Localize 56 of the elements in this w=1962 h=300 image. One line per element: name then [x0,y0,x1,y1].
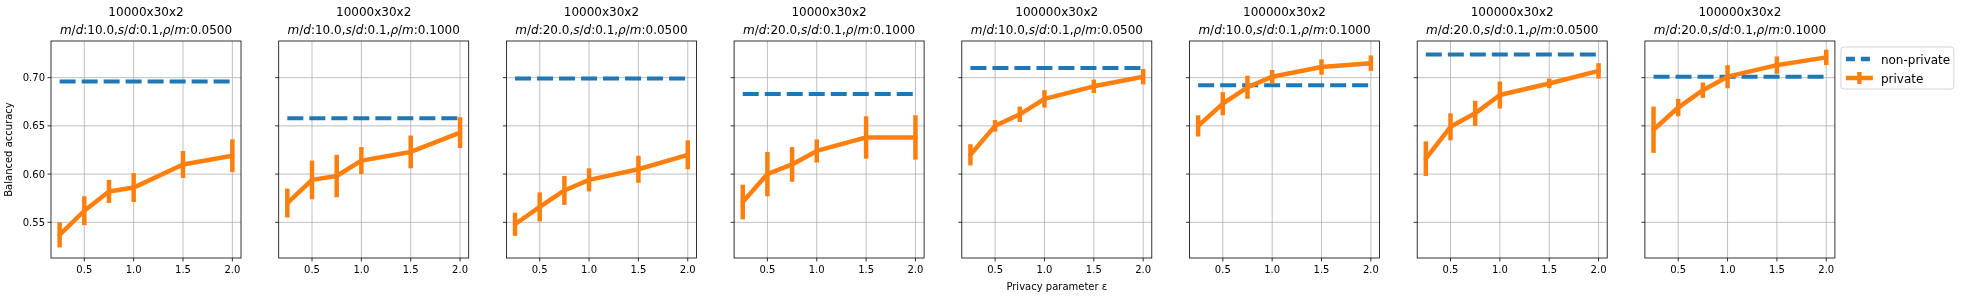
x-tick-label: 1.5 [1541,264,1558,275]
x-tick-label: 2.0 [907,264,924,275]
y-tick-label: 0.60 [22,168,45,180]
x-tick-label: 2.0 [1590,264,1607,275]
x-tick-label: 0.5 [1670,264,1687,275]
x-tick-label: 1.0 [1491,264,1508,275]
x-tick-label: 0.5 [531,264,548,275]
x-tick-label: 1.0 [808,264,825,275]
x-tick-label: 1.5 [630,264,647,275]
text: m/d:10.0,s/d:0.1,ρ/m:0.1000 [1198,23,1371,37]
x-tick-label: 1.0 [581,264,598,275]
x-tick-label: 2.0 [224,264,241,275]
x-tick-label: 1.5 [1313,264,1330,275]
x-tick-label: 0.5 [304,264,320,275]
x-tick-label: 0.5 [76,264,93,275]
x-axis-title: Privacy parameter ε [1006,281,1108,292]
x-tick-label: 1.0 [1719,264,1736,275]
x-tick-label: 1.0 [1036,264,1053,275]
text: m/d:10.0,s/d:0.1,ρ/m:0.0500 [970,23,1143,37]
x-tick-label: 1.5 [858,264,875,275]
text: m/d:20.0,s/d:0.1,ρ/m:0.0500 [1426,23,1599,37]
x-tick-label: 1.0 [1264,264,1281,275]
x-tick-label: 1.0 [353,264,370,275]
chart-title: 10000x30x2 [336,5,412,19]
x-tick-label: 1.5 [175,264,191,275]
chart-title: 100000x30x2 [1015,5,1099,19]
x-tick-label: 0.5 [987,264,1004,275]
x-tick-label: 0.5 [759,264,776,275]
legend-label: non-private [1880,52,1951,67]
text: m/d:20.0,s/d:0.1,ρ/m:0.0500 [515,23,688,37]
x-tick-label: 2.0 [452,264,469,275]
x-tick-label: 1.5 [1085,264,1102,275]
chart-title: 10000x30x2 [791,5,867,19]
chart-title: 100000x30x2 [1470,5,1554,19]
text: m/d:10.0,s/d:0.1,ρ/m:0.0500 [59,23,233,37]
text: m/d:20.0,s/d:0.1,ρ/m:0.1000 [742,23,916,37]
chart-title: 10000x30x2 [563,5,640,19]
x-tick-label: 1.0 [125,264,142,275]
chart-title: 10000x30x2 [108,5,184,19]
x-tick-label: 2.0 [1818,264,1835,275]
x-tick-label: 1.5 [1768,264,1785,275]
legend-label: private [1880,71,1924,86]
chart-title: 100000x30x2 [1698,5,1782,19]
x-tick-label: 1.5 [402,264,419,275]
chart-title: 100000x30x2 [1243,5,1326,19]
x-tick-label: 2.0 [1362,264,1379,275]
x-tick-label: 0.5 [1214,264,1231,275]
y-tick-label: 0.65 [22,120,45,132]
y-axis-title: Balanced accuracy [3,102,14,197]
x-tick-label: 0.5 [1442,264,1459,275]
text: m/d:20.0,s/d:0.1,ρ/m:0.1000 [1653,23,1827,37]
x-tick-label: 2.0 [679,264,696,275]
y-tick-label: 0.55 [22,216,45,228]
x-tick-label: 2.0 [1135,264,1152,275]
text: m/d:10.0,s/d:0.1,ρ/m:0.1000 [287,23,460,37]
y-tick-label: 0.70 [22,72,45,84]
